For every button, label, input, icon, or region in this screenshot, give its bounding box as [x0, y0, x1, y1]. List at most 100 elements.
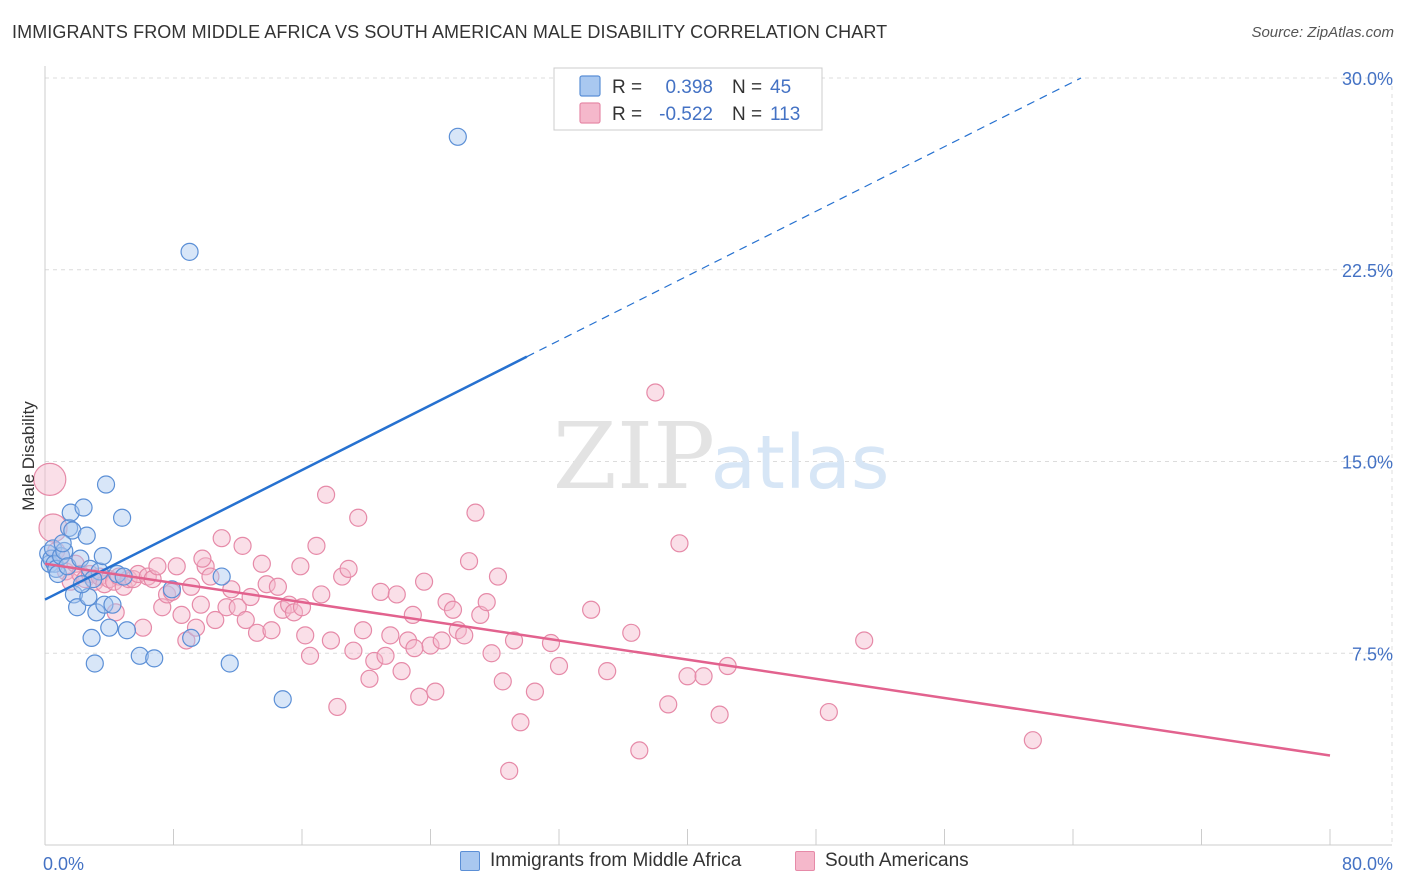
- legend-n-label-pink: N =: [732, 104, 762, 125]
- blue-point-43: [53, 534, 72, 553]
- blue-point-12: [63, 521, 82, 540]
- pink-point-39: [228, 598, 247, 617]
- pink-point-62: [349, 508, 368, 527]
- pink-point-42: [241, 587, 260, 607]
- pink-point-101: [670, 534, 689, 553]
- blue-point-34: [145, 649, 164, 668]
- watermark-zip: ZIP: [553, 403, 715, 510]
- pink-point-52: [296, 626, 315, 645]
- pink-point-68: [381, 626, 400, 645]
- pink-point-91: [511, 713, 530, 732]
- blue-point-21: [85, 654, 104, 673]
- pink-point-104: [710, 705, 729, 724]
- pink-point-89: [500, 761, 519, 780]
- pink-point-72: [403, 605, 422, 625]
- legend-n-value-pink: 113: [770, 104, 800, 125]
- blue-point-30: [112, 508, 132, 527]
- pink-point-63: [353, 621, 373, 640]
- source-credit: Source: ZipAtlas.com: [1251, 24, 1394, 41]
- pink-point-76: [426, 682, 445, 701]
- blue-point-35: [162, 580, 181, 599]
- pink-point-28: [172, 605, 191, 625]
- y-tick-label-0: 7.5%: [1352, 644, 1393, 664]
- pink-point-27: [167, 557, 186, 576]
- legend-swatch-south-americans: [795, 851, 815, 871]
- pink-point-99: [646, 383, 665, 402]
- pink-point-57: [321, 631, 341, 650]
- trend-lines: [44, 77, 1331, 757]
- pink-point-56: [316, 485, 336, 504]
- blue-point-27: [100, 618, 119, 637]
- pink-point-47: [268, 577, 288, 596]
- pink-point-93: [541, 633, 561, 653]
- legend-r-value-pink: -0.522: [659, 104, 713, 125]
- pink-point-82: [459, 552, 479, 571]
- pink-point-110: [405, 639, 424, 658]
- pink-point-94: [549, 656, 569, 676]
- blue-point-8: [55, 541, 74, 561]
- pink-point-51: [291, 557, 310, 576]
- axes-layer: [44, 66, 1392, 846]
- pink-point-95: [582, 600, 601, 619]
- blue-point-38: [212, 567, 231, 586]
- pink-point-90: [504, 631, 524, 650]
- watermark: ZIP atlas: [553, 403, 890, 510]
- pink-point-98: [630, 741, 649, 760]
- pink-point-77: [432, 631, 451, 650]
- pink-point-85: [477, 593, 496, 612]
- pink-point-43: [247, 623, 267, 642]
- blue-point-24: [93, 546, 112, 566]
- blue-point-40: [273, 690, 292, 709]
- trend-line-middle-africa: [44, 355, 528, 601]
- blue-point-37: [182, 628, 201, 648]
- pink-point-92: [525, 682, 545, 701]
- pink-point-88: [493, 672, 512, 691]
- pink-point-65: [365, 651, 384, 671]
- pink-point-35: [206, 610, 225, 630]
- pink-point-108: [1023, 731, 1042, 750]
- pink-point-107: [855, 631, 874, 650]
- y-tick-label-3: 30.0%: [1342, 69, 1393, 89]
- pink-point-96: [598, 662, 617, 681]
- pink-point-29: [177, 631, 196, 650]
- trend-line-middle-africa-extension: [526, 77, 1082, 358]
- blue-point-20: [82, 628, 101, 648]
- pink-point-111: [193, 549, 212, 568]
- blue-point-33: [130, 646, 149, 665]
- blue-point-39: [220, 654, 239, 673]
- watermark-atlas: atlas: [711, 420, 890, 506]
- pink-point-70: [392, 662, 411, 681]
- pink-point-81: [455, 626, 474, 645]
- legend-label-middle-africa: Immigrants from Middle Africa: [490, 850, 742, 871]
- pink-point-31: [186, 618, 206, 637]
- blue-point-26: [96, 475, 116, 494]
- legend-n-label-blue: N =: [732, 77, 762, 98]
- pink-point-66: [371, 582, 390, 601]
- legend-item-south-americans: South Americans: [795, 850, 969, 872]
- stats-legend: R = 0.398 N = 45 R = -0.522 N = 113: [553, 67, 823, 131]
- blue-point-36: [180, 242, 199, 261]
- pink-point-73: [410, 687, 429, 706]
- pink-point-64: [360, 669, 379, 688]
- legend-r-label-blue: R =: [612, 77, 642, 98]
- chart-title: IMMIGRANTS FROM MIDDLE AFRICA VS SOUTH A…: [12, 22, 888, 42]
- blue-point-28: [103, 595, 122, 614]
- x-tick-label-min: 0.0%: [43, 854, 84, 874]
- pink-point-23: [148, 557, 167, 576]
- legend-r-label-pink: R =: [612, 104, 642, 125]
- pink-point-45: [257, 575, 276, 594]
- pink-point-36: [212, 529, 231, 548]
- pink-point-60: [339, 559, 358, 578]
- legend-swatch-middle-africa: [460, 851, 480, 871]
- grid-layer: [45, 77, 1393, 845]
- pink-point-97: [622, 623, 641, 642]
- legend-swatch-blue: [579, 75, 601, 97]
- y-tick-label-1: 15.0%: [1342, 453, 1393, 473]
- pink-point-100: [659, 695, 678, 714]
- south-americans-points: [33, 383, 1042, 780]
- y-axis-label: Male Disability: [19, 401, 38, 511]
- x-tick-label-max: 80.0%: [1342, 854, 1393, 874]
- pink-point-106: [819, 702, 838, 722]
- legend-label-south-americans: South Americans: [825, 850, 969, 871]
- pink-point-102: [678, 667, 697, 686]
